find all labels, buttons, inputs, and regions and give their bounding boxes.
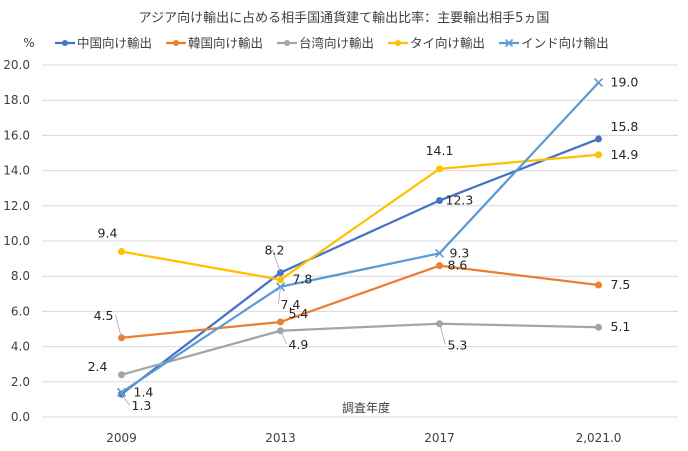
leader-0-1 xyxy=(272,249,281,273)
series-0-point-3 xyxy=(595,135,602,143)
x-tick-2-021-0: 2,021.0 xyxy=(576,431,622,445)
leader-2-1 xyxy=(280,330,287,344)
legend-marker-4 xyxy=(504,38,514,48)
leader-4-1 xyxy=(278,286,281,304)
legend-marker-1 xyxy=(173,40,180,46)
data-label-0-2: 12.3 xyxy=(446,193,474,208)
legend-label-4: インド向け輸出 xyxy=(521,36,609,51)
legend-marker-0 xyxy=(62,40,68,46)
legend-label-1: 韓国向け輸出 xyxy=(188,36,263,51)
data-label-2-0: 2.4 xyxy=(88,359,108,374)
y-tick-10-0: 10.0 xyxy=(3,234,30,248)
series-line-0 xyxy=(120,137,599,396)
x-tick-2009: 2009 xyxy=(106,431,137,445)
data-label-2-2: 5.3 xyxy=(448,338,468,353)
series-line-4 xyxy=(120,81,600,394)
y-axis-ticks: 0.0 2.0 4.0 6.0 8.0 10.0 12.0 14.0 16.0 18.0 20.0 xyxy=(3,58,30,424)
chart-title: アジア向け輸出に占める相手国通貨建て輸出比率：主要輸出相手5ヵ国 xyxy=(139,10,550,26)
data-label-4-0: 1.4 xyxy=(134,384,154,399)
data-label-1-1: 5.4 xyxy=(289,306,309,321)
x-axis-ticks: 2009 2013 2017 2,021.0 xyxy=(106,431,621,445)
data-label-4-1: 7.4 xyxy=(281,297,301,312)
gridlines xyxy=(42,64,678,418)
data-label-3-3: 14.9 xyxy=(611,147,639,162)
y-tick-18-0: 18.0 xyxy=(3,93,30,107)
legend-label-2: 台湾向け輸出 xyxy=(299,36,374,51)
legend-label-0: 中国向け輸出 xyxy=(77,36,152,51)
data-label-0-0: 1.3 xyxy=(132,398,152,413)
series-3-point-3 xyxy=(595,151,602,159)
x-tick-2017: 2017 xyxy=(424,431,455,445)
leader-0-0 xyxy=(121,393,130,406)
series-3-point-2 xyxy=(436,165,443,173)
x-axis-title: 調査年度 xyxy=(342,400,390,415)
data-label-0-3: 15.8 xyxy=(611,119,639,134)
y-tick-20-0: 20.0 xyxy=(3,58,30,72)
data-label-2-3: 5.1 xyxy=(611,319,631,334)
series-4-point-0 xyxy=(116,387,127,397)
series-line-3 xyxy=(121,153,599,281)
series-group xyxy=(116,78,604,398)
series-4-point-3 xyxy=(593,78,604,88)
y-tick-6-0: 6.0 xyxy=(11,304,30,318)
x-tick-2013: 2013 xyxy=(265,431,296,445)
data-label-0-1: 8.2 xyxy=(265,243,285,258)
y-tick-2-0: 2.0 xyxy=(11,375,30,389)
data-label-3-0: 9.4 xyxy=(98,226,118,241)
series-1-point-2 xyxy=(436,262,443,270)
y-tick-8-0: 8.0 xyxy=(11,269,30,283)
series-2-point-0 xyxy=(118,371,125,379)
y-tick-4-0: 4.0 xyxy=(11,340,30,354)
data-label-3-1: 7.8 xyxy=(293,272,313,287)
series-3-point-1 xyxy=(277,276,284,284)
data-label-4-2: 9.3 xyxy=(450,245,470,260)
legend-marker-2 xyxy=(284,40,291,46)
series-1-point-3 xyxy=(595,281,602,289)
y-axis-unit: % xyxy=(23,36,34,50)
series-3-point-0 xyxy=(118,248,125,256)
series-4-point-2 xyxy=(434,248,445,258)
leader-2-2 xyxy=(439,323,446,345)
y-tick-12-0: 12.0 xyxy=(3,199,30,213)
legend-marker-3 xyxy=(395,40,402,46)
data-label-1-3: 7.5 xyxy=(611,277,631,292)
data-labels: 1.3 8.2 12.3 15.8 4.5 5.4 8.6 7.5 2.4 4.9 5.3 5.1 9.… xyxy=(88,75,639,414)
leader-1-0 xyxy=(115,314,122,338)
y-tick-0-0: 0.0 xyxy=(11,410,30,424)
series-0-point-2 xyxy=(436,197,443,205)
data-label-4-3: 19.0 xyxy=(611,75,639,90)
series-2-point-3 xyxy=(595,323,602,331)
data-label-3-2: 14.1 xyxy=(426,143,454,158)
data-label-1-0: 4.5 xyxy=(94,308,114,323)
y-tick-16-0: 16.0 xyxy=(3,128,30,142)
series-1-point-1 xyxy=(277,318,284,326)
series-line-1 xyxy=(121,264,599,339)
legend-label-3: タイ向け輸出 xyxy=(410,36,485,51)
series-line-2 xyxy=(121,322,599,376)
y-tick-14-0: 14.0 xyxy=(3,164,30,178)
data-label-2-1: 4.9 xyxy=(289,337,309,352)
legend: 中国向け輸出 韓国向け輸出 台湾向け輸出 タイ向け輸出 インド向け輸出 xyxy=(55,36,609,51)
data-label-1-2: 8.6 xyxy=(448,258,468,273)
